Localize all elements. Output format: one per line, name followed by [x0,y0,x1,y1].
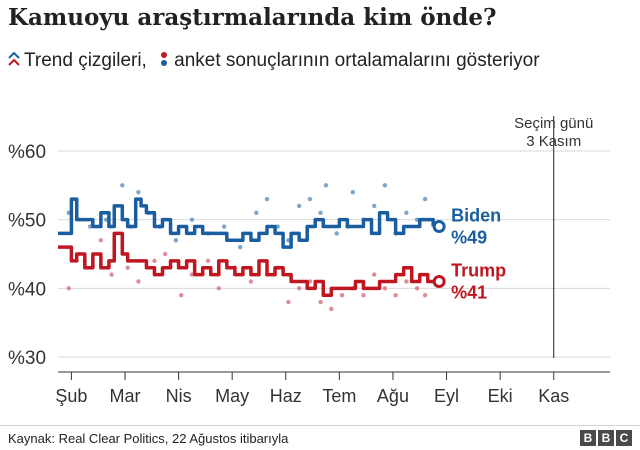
poll-point-biden [318,210,323,215]
source-note: Kaynak: Real Clear Politics, 22 Ağustos … [8,431,289,446]
poll-point-trump [66,286,71,291]
poll-point-biden [422,196,428,202]
poll-point-biden [371,203,377,209]
line-chart: %30 %40 %50 %60 Şub Mar Nis May Haz Tem Ağu Eyl Eki K… [8,115,610,406]
poll-point-trump [361,293,366,298]
chart-title: Kamuoyu araştırmalarında kim önde? [8,4,497,31]
poll-point-trump [371,272,377,277]
bbc-logo: B B C [580,430,632,446]
poll-point-trump [414,286,420,291]
poll-point-biden [221,224,227,229]
poll-point-biden [382,183,388,188]
poll-point-trump [404,279,409,284]
x-tick-label: Eyl [434,386,459,406]
poll-point-trump [205,258,211,264]
poll-point-trump [109,272,114,277]
series-name-label: Biden [451,206,501,226]
poll-point-trump [162,251,168,257]
poll-point-biden [350,190,355,195]
x-tick-label: Eki [488,386,513,406]
trend-label: Trend çizgileri, [24,50,147,71]
bbc-logo-letter: B [598,430,614,446]
poll-point-trump [179,293,184,298]
series-value-label: %49 [451,228,487,248]
poll-point-biden [296,203,302,209]
trend-line-trump [58,231,434,297]
x-tick-label: Tem [322,386,356,406]
x-tick-label: Mar [109,386,140,406]
poll-point-biden [238,244,243,250]
poll-point-trump [382,286,388,291]
series-name-label: Trump [451,260,506,280]
x-tick-label: Şub [55,386,87,406]
poll-point-biden [307,196,313,202]
trend-line-biden [58,197,435,249]
y-tick-label: %30 [8,348,46,369]
x-tick-label: Nis [166,386,192,406]
poll-point-biden [334,231,339,236]
x-tick-label: Ağu [377,386,409,406]
poll-point-biden [264,196,270,202]
poll-label: anket sonuçlarının ortalamalarını göster… [174,50,540,71]
x-tick-label: Kas [538,386,569,406]
end-marker-trump [432,274,446,288]
poll-point-trump [98,238,104,243]
poll-point-biden [323,183,329,188]
poll-point-trump [318,299,323,305]
y-tick-label: %40 [8,279,46,300]
election-date-label: 3 Kasım [526,133,581,150]
poll-point-trump [136,279,141,284]
y-tick-label: %60 [8,142,46,163]
poll-dots-icon [161,52,168,66]
series-value-label: %41 [451,282,487,302]
poll-point-biden [173,238,179,243]
poll-point-trump [339,293,345,298]
y-tick-label: %50 [8,211,46,232]
poll-point-trump [393,293,398,298]
poll-point-trump [296,286,302,291]
poll-point-biden [189,217,195,222]
poll-point-trump [329,306,334,312]
poll-point-biden [136,190,141,195]
end-marker-biden [432,220,446,234]
x-tick-label: May [215,386,249,406]
chart-subtitle: Trend çizgileri, anket sonuçlarının orta… [8,48,608,74]
poll-point-trump [216,286,221,291]
poll-point-trump [152,258,157,264]
poll-point-biden [120,183,125,188]
poll-point-trump [422,293,428,298]
poll-point-trump [125,265,130,270]
bbc-logo-letter: C [616,430,632,446]
trend-line-icon [8,51,20,66]
footer-divider [0,425,640,426]
poll-point-trump [248,279,254,284]
x-tick-label: Haz [270,386,302,406]
poll-point-trump [286,299,291,305]
bbc-logo-letter: B [580,430,596,446]
election-day-label: Seçim günü [514,115,593,132]
poll-point-biden [254,210,259,215]
poll-point-biden [404,210,409,215]
